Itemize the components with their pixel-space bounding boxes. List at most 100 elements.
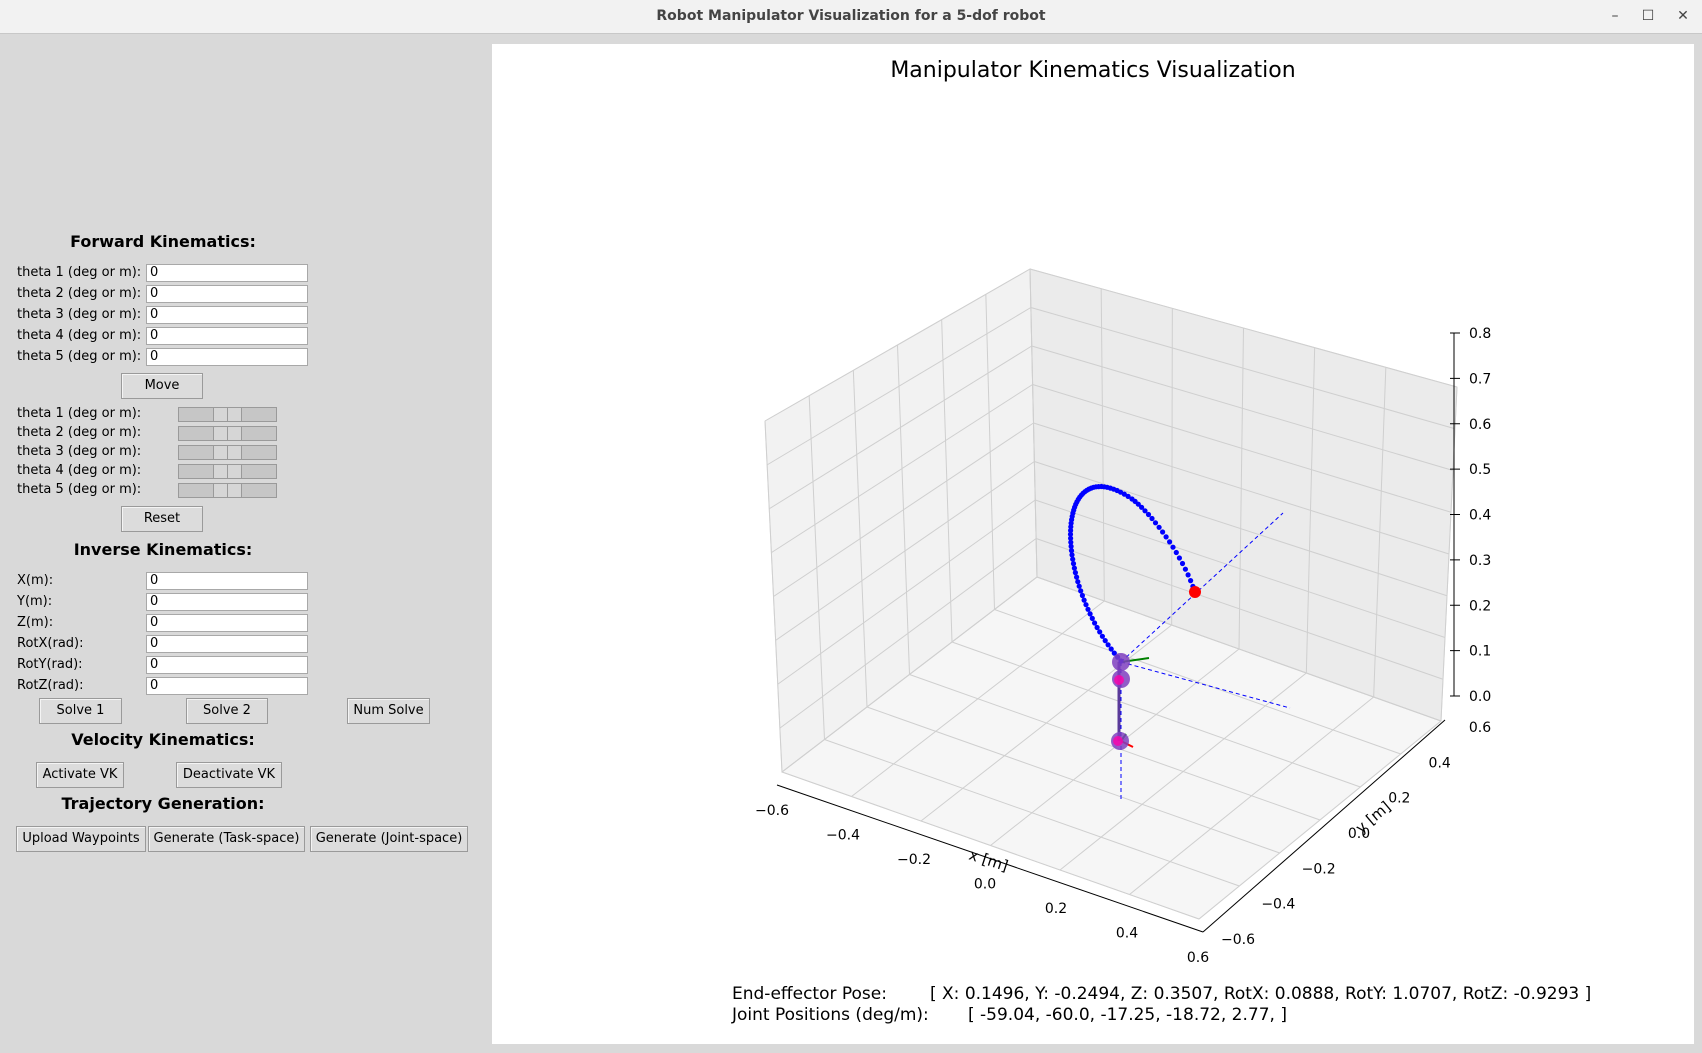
trajectory-point [1156, 524, 1162, 530]
slider-thumb[interactable] [213, 484, 242, 497]
grid-line-z [1036, 576, 1442, 722]
grid-line-z [773, 422, 1034, 597]
grid-line-z [1034, 461, 1448, 597]
joint-marker-1-core [1113, 736, 1123, 746]
y-tick-label: −0.4 [1261, 897, 1295, 913]
fk-label-5: theta 5 (deg or m): [17, 349, 142, 364]
z-tick-label: 0.4 [1469, 508, 1491, 524]
z-tick-label: 0.7 [1469, 371, 1491, 387]
theta5-slider[interactable] [178, 483, 277, 498]
move-button[interactable]: Move [121, 373, 203, 399]
ik-heading: Inverse Kinematics: [73, 540, 253, 559]
generate-task-space-button[interactable]: Generate (Task-space) [148, 826, 305, 852]
z-tick-label: 0.0 [1469, 689, 1491, 705]
window-titlebar: Robot Manipulator Visualization for a 5-… [0, 0, 1702, 34]
trajectory-point [1087, 611, 1093, 617]
grid-line-y [994, 609, 1401, 755]
deactivate-vk-button[interactable]: Deactivate VK [176, 762, 282, 788]
theta1-input[interactable]: 0 [146, 264, 308, 282]
3d-axes[interactable]: −0.6 −0.4 −0.2 0.0 0.2 0.4 0.6 −0.6 −0.4 −0.2 0.0 0… [492, 44, 1694, 1004]
minimize-icon[interactable]: – [1611, 8, 1619, 24]
ik-label-rotz: RotZ(rad): [17, 678, 84, 693]
trajectory-point [1149, 515, 1155, 522]
grid-line-z [781, 576, 1038, 773]
plot-title: Manipulator Kinematics Visualization [890, 58, 1296, 83]
z-tick-label: 0.1 [1469, 644, 1491, 660]
rotx-input[interactable]: 0 [146, 635, 308, 653]
rotz-input[interactable]: 0 [146, 677, 308, 695]
trajectory-point [1111, 650, 1117, 656]
ik-label-x: X(m): [17, 573, 54, 588]
joint-marker-2-core [1114, 675, 1124, 685]
upload-waypoints-button[interactable]: Upload Waypoints [16, 826, 146, 852]
fk-label-2: theta 2 (deg or m): [17, 286, 142, 301]
theta3-input[interactable]: 0 [146, 306, 308, 324]
activate-vk-button[interactable]: Activate VK [36, 762, 124, 788]
z-tick-label: 0.3 [1469, 553, 1491, 569]
z-tick-label: 0.2 [1469, 598, 1491, 614]
trajectory-point [1102, 638, 1108, 644]
close-icon[interactable]: ✕ [1677, 8, 1689, 24]
y-axis-line [1202, 719, 1446, 933]
y-tick-label: 0.4 [1429, 755, 1451, 771]
x-input[interactable]: 0 [146, 572, 308, 590]
traj-heading: Trajectory Generation: [61, 794, 265, 813]
trajectory-point [1121, 491, 1127, 497]
ik-label-roty: RotY(rad): [17, 657, 83, 672]
theta1-slider[interactable] [178, 407, 277, 422]
z-input[interactable]: 0 [146, 614, 308, 632]
solve1-button[interactable]: Solve 1 [39, 698, 122, 724]
y-tick-label: −0.6 [1221, 932, 1255, 948]
num-solve-button[interactable]: Num Solve [347, 698, 430, 724]
slider-thumb[interactable] [213, 408, 242, 421]
reset-button[interactable]: Reset [121, 506, 203, 532]
trajectory-point [1071, 565, 1077, 571]
theta2-slider[interactable] [178, 426, 277, 441]
trajectory-point [1092, 620, 1098, 626]
theta5-input[interactable]: 0 [146, 348, 308, 366]
solve2-button[interactable]: Solve 2 [186, 698, 268, 724]
slider-label-1: theta 1 (deg or m): [17, 406, 142, 421]
grid-line-z [1032, 384, 1452, 513]
theta4-slider[interactable] [178, 464, 277, 479]
maximize-icon[interactable]: ☐ [1641, 8, 1655, 24]
trajectory-point [1074, 574, 1080, 580]
trajectory-point [1179, 560, 1186, 567]
x-tick-label: 0.6 [1187, 950, 1209, 966]
fk-label-4: theta 4 (deg or m): [17, 328, 142, 343]
trajectory-point [1099, 633, 1105, 639]
y-tick-label: 0.0 [1348, 826, 1370, 842]
theta4-input[interactable]: 0 [146, 327, 308, 345]
trajectory-point [1142, 508, 1148, 514]
trajectory-point [1160, 529, 1166, 535]
pose-value: [ X: 0.1496, Y: -0.2494, Z: 0.3507, RotX… [930, 984, 1592, 1004]
slider-label-5: theta 5 (deg or m): [17, 482, 142, 497]
trajectory-point [1069, 552, 1075, 558]
slider-label-4: theta 4 (deg or m): [17, 463, 142, 478]
theta2-input[interactable]: 0 [146, 285, 308, 303]
theta3-slider[interactable] [178, 445, 277, 460]
x-tick-label: 0.2 [1045, 901, 1067, 917]
trajectory-point [1135, 501, 1141, 507]
trajectory-point [1079, 592, 1085, 599]
grid-line-z [1035, 499, 1446, 638]
grid-line-z [771, 384, 1033, 554]
z-tick-label: 0.8 [1469, 326, 1491, 342]
x-tick-label: −0.4 [826, 828, 860, 844]
trajectory-point [1072, 570, 1078, 576]
grid-line-z [764, 268, 1031, 422]
joint-axis-line [1120, 661, 1291, 709]
y-input[interactable]: 0 [146, 593, 308, 611]
generate-joint-space-button[interactable]: Generate (Joint-space) [310, 826, 468, 852]
trajectory-point [1105, 642, 1111, 648]
roty-input[interactable]: 0 [146, 656, 308, 674]
trajectory-point [1139, 504, 1145, 510]
robot-scene [1067, 483, 1291, 799]
fk-label-3: theta 3 (deg or m): [17, 307, 142, 322]
slider-thumb[interactable] [213, 427, 242, 440]
x-axis-line [776, 784, 1204, 933]
plot-panel[interactable]: Manipulator Kinematics Visualization −0.… [492, 44, 1694, 1044]
slider-thumb[interactable] [213, 446, 242, 459]
trajectory-point [1097, 629, 1103, 635]
slider-thumb[interactable] [213, 465, 242, 478]
